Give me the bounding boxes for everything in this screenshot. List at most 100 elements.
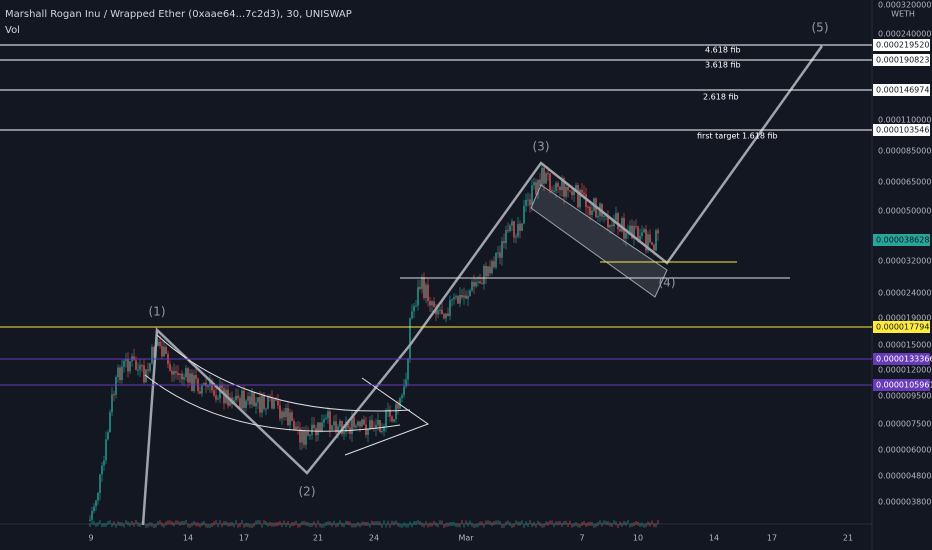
volume-bar — [281, 522, 283, 527]
candle-body — [275, 399, 277, 401]
volume-bar — [603, 520, 605, 525]
candle-body — [355, 425, 357, 428]
candle-body — [207, 385, 209, 387]
volume-bar — [569, 520, 571, 525]
candle-body — [531, 185, 533, 206]
volume-bar — [237, 523, 239, 528]
volume-bar — [211, 523, 213, 528]
candle-body — [183, 377, 185, 380]
volume-bar — [241, 520, 243, 525]
volume-bar — [209, 523, 211, 528]
volume-bar — [327, 521, 329, 526]
candle-body — [361, 419, 363, 427]
volume-bar — [309, 523, 311, 528]
candle-body — [347, 421, 349, 428]
wave-label: (3) — [533, 140, 550, 154]
volume-bar — [421, 522, 423, 527]
candle-body — [649, 234, 651, 243]
price-badge-label: 0.0000177943 — [876, 323, 932, 332]
volume-bar — [219, 520, 221, 525]
labels: 0.00032000000.00024000000.00011000000.00… — [88, 1, 932, 543]
candle-body — [479, 281, 481, 284]
candle-body — [303, 430, 305, 445]
candle-body — [341, 420, 343, 434]
volume-bar — [225, 521, 227, 526]
volume-bar — [187, 523, 189, 528]
price-badge — [873, 54, 930, 66]
volume-bar — [523, 523, 525, 528]
candle-body — [113, 394, 115, 396]
volume-bar — [583, 520, 585, 525]
volume-bar — [609, 522, 611, 527]
price-badge — [873, 234, 930, 246]
volume-bar — [351, 523, 353, 528]
volume-bar — [417, 520, 419, 525]
volume-bar — [227, 522, 229, 527]
volume-bar — [425, 521, 427, 526]
candle-body — [465, 295, 467, 299]
cup-upper — [156, 334, 411, 412]
volume-bar — [441, 520, 443, 525]
volume-bar — [269, 521, 271, 526]
volume-bar — [497, 520, 499, 525]
fib-label: 4.618 fib — [705, 46, 741, 55]
candle-body — [377, 420, 379, 425]
volume-bar — [279, 521, 281, 526]
volume-bar — [375, 521, 377, 526]
volume-bar — [533, 521, 535, 526]
channel — [530, 184, 668, 298]
candle-body — [653, 244, 655, 251]
volume-bar — [451, 522, 453, 527]
volume-bar — [107, 520, 109, 525]
candle-body — [119, 367, 121, 381]
volume-bar — [263, 520, 265, 525]
candle-body — [111, 394, 113, 413]
candle-body — [419, 287, 421, 289]
volume-bar — [245, 522, 247, 527]
candle-body — [617, 213, 619, 230]
volume-bar — [389, 523, 391, 528]
volume-bar — [145, 523, 147, 528]
volume-bar — [427, 523, 429, 528]
candle-body — [261, 394, 263, 413]
candle-body — [551, 189, 553, 192]
time-label: Mar — [458, 534, 474, 543]
volume-bar — [485, 520, 487, 525]
volume-bar — [397, 522, 399, 527]
candle-body — [565, 186, 567, 197]
candle-body — [451, 299, 453, 301]
candle-body — [251, 392, 253, 405]
candle-body — [489, 266, 491, 274]
volume-bar — [101, 523, 103, 528]
candle-body — [585, 194, 587, 207]
price-badge-label: 0.0001908237 — [876, 56, 932, 65]
candle-body — [513, 221, 515, 238]
time-label: 24 — [369, 534, 379, 543]
candle-body — [523, 205, 525, 224]
price-badge-label: 0.0000133366 — [876, 355, 932, 364]
drawings — [141, 45, 824, 526]
candle-body — [317, 422, 319, 436]
volume-bar — [601, 522, 603, 527]
cup-lower — [144, 374, 401, 432]
volume-bar — [535, 523, 537, 528]
fib-label: 2.618 fib — [703, 93, 739, 102]
candle-body — [507, 230, 509, 232]
candle-body — [645, 229, 647, 251]
candle-body — [641, 232, 643, 237]
candle-body — [463, 295, 465, 298]
candle-body — [237, 395, 239, 399]
volume-bar — [97, 522, 99, 527]
volume-bar — [115, 523, 117, 528]
volume-bar — [575, 521, 577, 526]
volume-bar — [127, 521, 129, 526]
candle-body — [603, 216, 605, 218]
volume-bar — [365, 521, 367, 526]
candle-body — [327, 411, 329, 419]
volume-bar — [643, 523, 645, 528]
candle-body — [509, 225, 511, 232]
candle-body — [441, 309, 443, 315]
candle-body — [611, 224, 613, 227]
volume-bar — [401, 523, 403, 528]
volume-bar — [443, 523, 445, 528]
